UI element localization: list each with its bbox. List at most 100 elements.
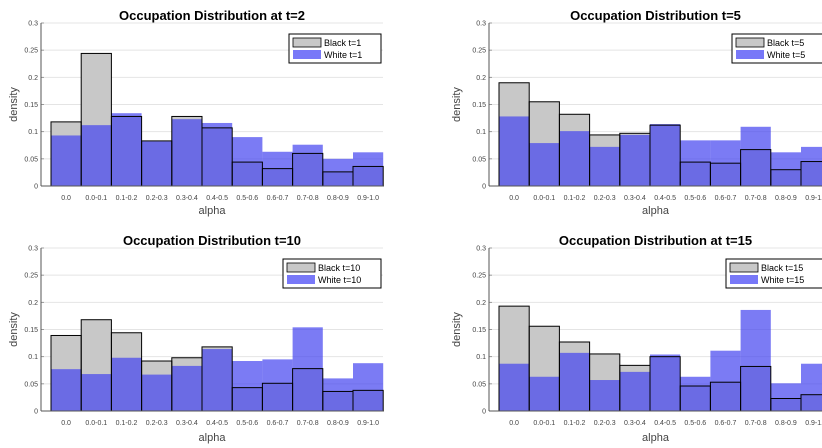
bar-white-9 xyxy=(292,144,323,186)
x-tick-label: 0.7-0.8 xyxy=(745,195,767,202)
x-tick-label: 0.7-0.8 xyxy=(745,420,767,427)
bar-white-10 xyxy=(770,152,801,186)
y-tick-label: 0.15 xyxy=(24,102,38,109)
bar-white-4 xyxy=(589,380,620,411)
bar-white-7 xyxy=(680,376,711,411)
x-tick-label: 0.3-0.4 xyxy=(176,195,198,202)
x-tick-label: 0.4-0.5 xyxy=(654,195,676,202)
x-tick-label: 0.6-0.7 xyxy=(267,195,289,202)
x-tick-label: 0.0 xyxy=(61,420,71,427)
x-tick-label: 0.6-0.7 xyxy=(715,420,737,427)
bar-white-11 xyxy=(801,146,822,186)
x-axis-label: alpha xyxy=(199,432,227,444)
chart-title: Occupation Distribution t=10 xyxy=(123,233,301,248)
bar-white-10 xyxy=(770,383,801,411)
legend: Black t=15 White t=15 xyxy=(725,258,822,289)
x-tick-label: 0.9-1.0 xyxy=(357,420,379,427)
bar-white-2 xyxy=(529,376,560,411)
x-tick-label: 0.8-0.9 xyxy=(327,195,349,202)
x-tick-label: 0.1-0.2 xyxy=(564,420,586,427)
y-tick-label: 0.1 xyxy=(28,129,38,136)
bar-white-3 xyxy=(111,113,142,186)
x-tick-label: 0.4-0.5 xyxy=(654,420,676,427)
y-axis-label: density xyxy=(451,312,463,347)
x-axis-label: alpha xyxy=(642,432,670,444)
x-tick-label: 0.5-0.6 xyxy=(684,420,706,427)
y-axis-label: density xyxy=(8,87,20,122)
bar-white-5 xyxy=(619,134,650,186)
y-tick-label: 0.15 xyxy=(472,102,486,109)
legend: Black t=10 White t=10 xyxy=(282,258,382,289)
legend-swatch-black xyxy=(292,37,322,48)
x-tick-label: 0.6-0.7 xyxy=(267,420,289,427)
bar-white-6 xyxy=(202,122,233,186)
bar-white-8 xyxy=(262,359,293,411)
y-tick-label: 0.05 xyxy=(472,156,486,163)
x-tick-label: 0.0-0.1 xyxy=(533,420,555,427)
y-tick-label: 0.3 xyxy=(28,21,38,28)
bar-white-5 xyxy=(619,371,650,411)
y-tick-label: 0.25 xyxy=(472,273,486,280)
chart-panel-3: 0 0.05 0.1 0.15 0.2 0.25 0.3 0.0 0.0-0.1 0.1-0.2 0… xyxy=(8,233,384,444)
chart-panel-2: 0 0.05 0.1 0.15 0.2 0.25 0.3 0.0 0.0-0.1 0.1-0.2 0… xyxy=(451,8,822,217)
legend-swatch-black xyxy=(729,262,759,273)
legend-label-white: White t=5 xyxy=(767,50,805,60)
y-tick-label: 0 xyxy=(482,409,486,416)
y-tick-label: 0.3 xyxy=(476,21,486,28)
bar-white-6 xyxy=(202,349,233,411)
bar-white-9 xyxy=(740,309,771,411)
chart-title: Occupation Distribution at t=2 xyxy=(119,8,305,23)
y-tick-label: 0 xyxy=(34,184,38,191)
legend-swatch-white xyxy=(736,50,764,59)
x-tick-label: 0.9-1.0 xyxy=(805,420,822,427)
bar-white-2 xyxy=(529,143,560,186)
bar-white-2 xyxy=(81,374,112,411)
bar-white-1 xyxy=(499,363,530,411)
y-tick-label: 0.2 xyxy=(28,300,38,307)
bar-white-1 xyxy=(51,135,82,186)
x-tick-label: 0.7-0.8 xyxy=(297,195,319,202)
y-tick-label: 0.2 xyxy=(476,300,486,307)
bar-white-3 xyxy=(559,131,590,186)
y-tick-label: 0.2 xyxy=(476,75,486,82)
x-tick-label: 0.3-0.4 xyxy=(624,195,646,202)
x-tick-label: 0.0 xyxy=(61,195,71,202)
bar-white-6 xyxy=(650,354,681,411)
legend-label-black: Black t=10 xyxy=(318,263,360,273)
x-axis-label: alpha xyxy=(199,205,227,217)
x-tick-label: 0.1-0.2 xyxy=(116,420,138,427)
legend-label-white: White t=10 xyxy=(318,275,361,285)
x-tick-label: 0.7-0.8 xyxy=(297,420,319,427)
x-tick-label: 0.2-0.3 xyxy=(146,420,168,427)
y-tick-label: 0.05 xyxy=(24,156,38,163)
chart-panel-4: 0 0.05 0.1 0.15 0.2 0.25 0.3 0.0 0.0-0.1 0.1-0.2 0… xyxy=(451,233,822,444)
legend-swatch-white xyxy=(287,275,315,284)
bar-white-10 xyxy=(322,378,353,411)
legend-label-white: White t=1 xyxy=(324,50,362,60)
bar-white-4 xyxy=(141,141,172,186)
legend-label-white: White t=15 xyxy=(761,275,804,285)
bar-white-4 xyxy=(589,146,620,186)
bar-white-9 xyxy=(740,126,771,186)
y-tick-label: 0.1 xyxy=(476,354,486,361)
x-tick-label: 0.8-0.9 xyxy=(327,420,349,427)
bar-white-11 xyxy=(353,363,384,411)
x-tick-label: 0.1-0.2 xyxy=(564,195,586,202)
y-tick-label: 0 xyxy=(34,409,38,416)
x-tick-label: 0.6-0.7 xyxy=(715,195,737,202)
bar-white-9 xyxy=(292,327,323,411)
legend-label-black: Black t=5 xyxy=(767,38,804,48)
legend: Black t=5 White t=5 xyxy=(731,33,822,64)
x-tick-label: 0.3-0.4 xyxy=(624,420,646,427)
y-tick-label: 0.05 xyxy=(24,381,38,388)
x-tick-label: 0.2-0.3 xyxy=(594,420,616,427)
legend-label-black: Black t=1 xyxy=(324,38,361,48)
legend-swatch-white xyxy=(730,275,758,284)
bar-white-7 xyxy=(680,140,711,186)
x-tick-label: 0.4-0.5 xyxy=(206,420,228,427)
bar-white-1 xyxy=(499,116,530,186)
x-tick-label: 0.4-0.5 xyxy=(206,195,228,202)
x-tick-label: 0.1-0.2 xyxy=(116,195,138,202)
legend: Black t=1 White t=1 xyxy=(288,33,382,64)
